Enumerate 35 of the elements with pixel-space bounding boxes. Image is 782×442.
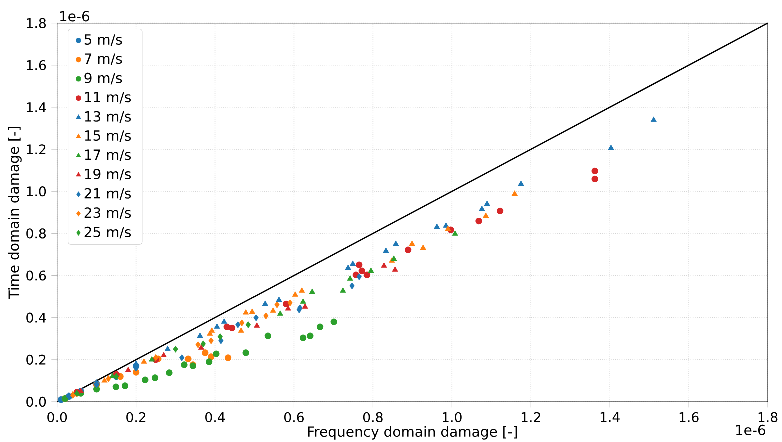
x-axis-title: Frequency domain damage [-]: [308, 426, 518, 440]
text: 1e-6: [736, 424, 766, 436]
legend-label: 9 m/s: [84, 72, 122, 85]
y-tick-label: 0.0: [26, 396, 46, 408]
legend-label: 19 m/s: [85, 168, 132, 181]
legend-label: 21 m/s: [84, 188, 132, 200]
x-tick-label: 0.2: [126, 412, 146, 422]
legend-label: 5 m/s: [84, 34, 122, 46]
legend-label: 7 m/s: [84, 54, 122, 66]
x-tick-label: 0.8: [363, 412, 383, 422]
y-tick-label: 0.4: [26, 312, 46, 323]
y-tick-label: 1.8: [27, 18, 46, 28]
y-tick-label: 1.0: [27, 186, 46, 197]
y-tick-label: 0.8: [26, 228, 46, 239]
text: 1e-6: [60, 11, 90, 22]
x-tick-label: 1.2: [522, 412, 540, 422]
x-tick-label: 1.0: [443, 412, 462, 422]
x-tick-label: 1.8: [758, 412, 778, 422]
x-tick-label: 1.4: [600, 412, 620, 422]
legend-label: 11 m/s: [85, 92, 132, 104]
x-tick-label: 0.6: [284, 412, 304, 422]
legend-label: 13 m/s: [85, 111, 132, 124]
y-tick-label: 1.6: [27, 60, 46, 70]
x-tick-label: 0.4: [206, 412, 226, 422]
y-tick-label: 1.2: [27, 144, 46, 154]
y-tick-label: 0.6: [26, 270, 46, 281]
legend-label: 25 m/s: [84, 226, 132, 239]
legend-label: 23 m/s: [84, 208, 132, 220]
y-axis-title: Time domain damage [-]: [8, 127, 22, 300]
x-tick-label: 0.0: [48, 412, 68, 422]
y-tick-label: 0.2: [26, 354, 46, 365]
legend-label: 15 m/s: [85, 130, 132, 142]
legend-label: 17 m/s: [85, 150, 132, 162]
x-tick-label: 1.6: [680, 412, 699, 422]
y-tick-label: 1.4: [27, 102, 46, 112]
